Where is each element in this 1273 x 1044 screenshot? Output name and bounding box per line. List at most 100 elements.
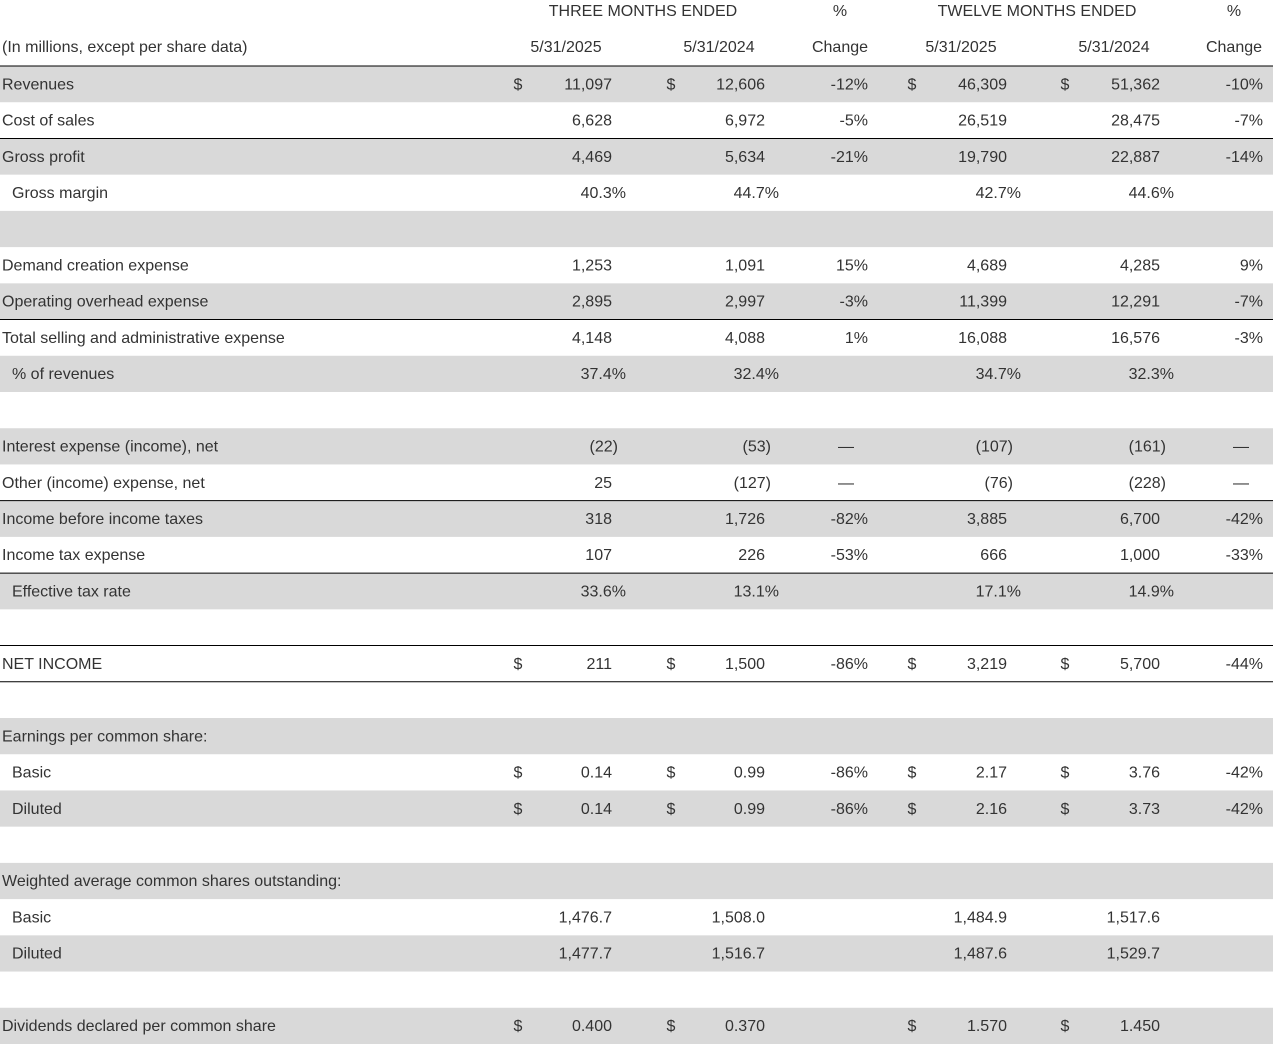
row-label: Diluted	[12, 946, 62, 963]
cell-value: -42%	[1226, 801, 1263, 818]
row-shade	[0, 428, 1273, 465]
row-shade	[0, 500, 1273, 537]
row-label: Income tax expense	[2, 547, 145, 564]
cell-value: 4,469	[572, 149, 612, 166]
cell-value: 2,895	[572, 294, 612, 311]
cell-value: 44.7%	[734, 185, 779, 202]
cell-value: (127)	[734, 475, 771, 492]
cell-value: 1,091	[725, 257, 765, 274]
currency-symbol: $	[667, 1018, 676, 1035]
cell-value: 1,529.7	[1107, 946, 1160, 963]
cell-value: 13.1%	[734, 583, 779, 600]
cell-value: 2.17	[976, 765, 1007, 782]
cell-value: 34.7%	[976, 366, 1021, 383]
cell-value: 1,516.7	[712, 946, 765, 963]
currency-symbol: $	[667, 765, 676, 782]
cell-value: 37.4%	[581, 366, 626, 383]
currency-symbol: $	[514, 656, 523, 673]
cell-value: 16,576	[1111, 330, 1160, 347]
units-note: (In millions, except per share data)	[2, 39, 247, 56]
cell-value: 666	[980, 547, 1007, 564]
currency-symbol: $	[667, 76, 676, 93]
currency-symbol: $	[1061, 801, 1070, 818]
row-shade	[0, 718, 1273, 755]
currency-symbol: $	[514, 801, 523, 818]
cell-value: 19,790	[958, 149, 1007, 166]
currency-symbol: $	[514, 765, 523, 782]
cell-value: 17.1%	[976, 583, 1021, 600]
cell-value: 16,088	[958, 330, 1007, 347]
cell-value: 1,476.7	[559, 909, 612, 926]
cell-value: -42%	[1226, 765, 1263, 782]
currency-symbol: $	[1061, 76, 1070, 93]
cell-value: -42%	[1226, 511, 1263, 528]
currency-symbol: $	[667, 656, 676, 673]
cell-value: -3%	[840, 294, 868, 311]
cell-value: 12,606	[716, 76, 765, 93]
cell-value: 2,997	[725, 294, 765, 311]
cell-value: 1,484.9	[954, 909, 1007, 926]
currency-symbol: $	[1061, 1018, 1070, 1035]
cell-value: 1%	[845, 330, 868, 347]
cell-value: 26,519	[958, 113, 1007, 130]
cell-value: 42.7%	[976, 185, 1021, 202]
column-header: 5/31/2024	[683, 39, 754, 56]
column-header: 5/31/2025	[530, 39, 601, 56]
row-label: Earnings per common share:	[2, 728, 207, 745]
cell-value: 318	[585, 511, 612, 528]
cell-value: (161)	[1129, 439, 1166, 456]
row-label: Other (income) expense, net	[2, 475, 205, 492]
cell-value: -7%	[1235, 294, 1263, 311]
row-label: Revenues	[2, 76, 74, 93]
currency-symbol: $	[1061, 656, 1070, 673]
column-header: 5/31/2025	[925, 39, 996, 56]
cell-value: -44%	[1226, 656, 1263, 673]
cell-value: (53)	[743, 439, 771, 456]
cell-value: 1,253	[572, 257, 612, 274]
cell-value: 5,700	[1120, 656, 1160, 673]
cell-value: 4,088	[725, 330, 765, 347]
cell-value: -86%	[831, 801, 868, 818]
cell-value: 1,000	[1120, 547, 1160, 564]
cell-value: —	[838, 439, 854, 456]
row-label: Total selling and administrative expense	[2, 330, 285, 347]
row-label: Gross margin	[12, 185, 108, 202]
currency-symbol: $	[908, 801, 917, 818]
cell-value: 40.3%	[581, 185, 626, 202]
cell-value: 0.14	[581, 765, 612, 782]
currency-symbol: $	[908, 765, 917, 782]
cell-value: 12,291	[1111, 294, 1160, 311]
cell-value: 32.4%	[734, 366, 779, 383]
row-label: Cost of sales	[2, 113, 94, 130]
column-header: Change	[1206, 39, 1262, 56]
cell-value: 4,285	[1120, 257, 1160, 274]
cell-value: 2.16	[976, 801, 1007, 818]
currency-symbol: $	[908, 1018, 917, 1035]
row-label: Dividends declared per common share	[2, 1018, 276, 1035]
cell-value: 11,097	[564, 76, 612, 93]
row-shade	[0, 790, 1273, 827]
cell-value: 46,309	[958, 76, 1007, 93]
cell-value: 1,477.7	[559, 946, 612, 963]
cell-value: (228)	[1129, 475, 1166, 492]
cell-value: -86%	[831, 656, 868, 673]
cell-value: -21%	[831, 149, 868, 166]
currency-symbol: $	[1061, 765, 1070, 782]
cell-value: 22,887	[1111, 149, 1160, 166]
cell-value: -14%	[1226, 149, 1263, 166]
cell-value: 6,972	[725, 113, 765, 130]
cell-value: —	[1233, 439, 1249, 456]
cell-value: 226	[738, 547, 765, 564]
cell-value: 1,517.6	[1107, 909, 1160, 926]
row-shade	[0, 355, 1273, 392]
cell-value: 1,500	[725, 656, 765, 673]
cell-value: -12%	[831, 76, 868, 93]
cell-value: (76)	[985, 475, 1013, 492]
currency-symbol: $	[908, 656, 917, 673]
currency-symbol: $	[667, 801, 676, 818]
cell-value: 5,634	[725, 149, 765, 166]
cell-value: —	[1233, 475, 1249, 492]
row-label: Diluted	[12, 801, 62, 818]
cell-value: 0.99	[734, 765, 765, 782]
